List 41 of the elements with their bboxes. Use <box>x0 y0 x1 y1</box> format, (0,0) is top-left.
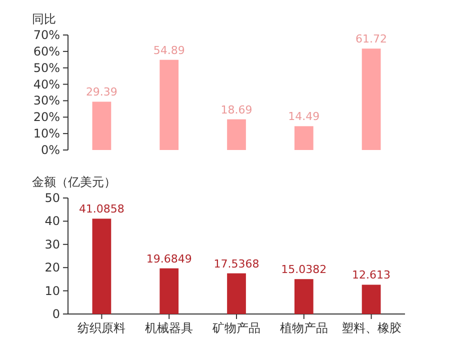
bar <box>92 102 112 150</box>
data-label: 15.0382 <box>281 263 327 276</box>
data-label: 18.69 <box>220 103 252 116</box>
y-tick-label: 20% <box>33 110 60 124</box>
bar <box>362 48 381 150</box>
bar <box>160 60 179 150</box>
data-label: 19.6849 <box>146 252 192 266</box>
bar <box>227 119 246 150</box>
y-tick-label: 30% <box>33 94 60 108</box>
y-axis-title: 金额（亿美元） <box>32 175 116 189</box>
y-tick-label: 50% <box>33 60 60 75</box>
data-label: 12.613 <box>352 268 391 282</box>
y-tick-label: 10 <box>44 284 60 298</box>
data-label: 41.0858 <box>78 202 124 216</box>
y-tick-label: 50 <box>44 191 60 205</box>
x-tick-label: 植物产品 <box>280 321 328 335</box>
y-tick-label: 30 <box>44 237 60 252</box>
bar <box>92 218 112 314</box>
y-tick-label: 0% <box>40 143 60 157</box>
y-axis-title: 同比 <box>32 12 56 26</box>
y-tick-label: 70% <box>33 28 60 42</box>
data-label: 17.5368 <box>214 257 260 270</box>
y-tick-label: 40% <box>33 77 60 92</box>
y-tick-label: 10% <box>33 126 60 141</box>
y-tick-label: 0 <box>52 307 60 321</box>
x-tick-label: 矿物产品 <box>212 321 260 335</box>
data-label: 14.49 <box>288 110 320 124</box>
x-tick-label: 机械器具 <box>145 321 194 335</box>
bar <box>227 273 246 314</box>
y-tick-label: 60% <box>33 44 60 58</box>
bar <box>294 126 314 150</box>
y-tick-label: 40 <box>44 214 60 228</box>
bar <box>294 279 314 314</box>
data-label: 54.89 <box>153 44 185 57</box>
y-tick-label: 20 <box>44 260 60 275</box>
x-tick-label: 塑料、橡胶 <box>341 321 402 335</box>
x-tick-label: 纺织原料 <box>78 321 126 335</box>
data-label: 29.39 <box>86 86 118 99</box>
bar <box>362 284 381 314</box>
data-label: 61.72 <box>356 32 388 46</box>
bar <box>160 268 179 314</box>
